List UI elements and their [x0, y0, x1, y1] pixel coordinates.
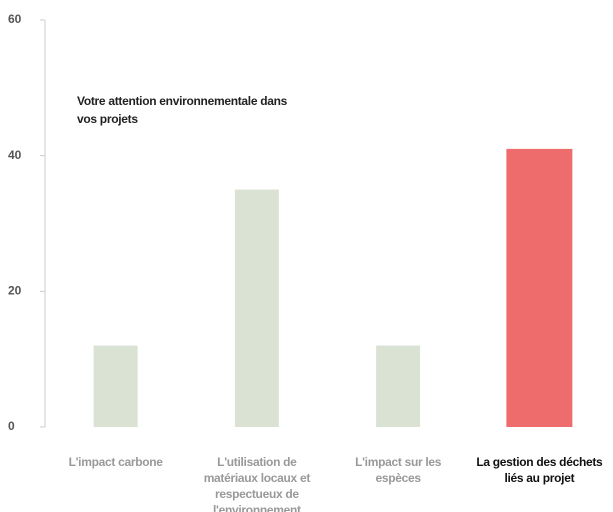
- bar: [506, 148, 573, 427]
- bar: [234, 189, 279, 427]
- bar: [93, 345, 138, 427]
- chart-title: Votre attention environnementale dans vo…: [77, 94, 288, 126]
- x-tick-label: L'utilisation de matériaux locaux et res…: [203, 455, 311, 512]
- x-tick-label: La gestion des déchets liés au projet: [476, 455, 603, 485]
- y-tick-label: 60: [8, 12, 22, 26]
- x-tick-label: L'impact carbone: [68, 455, 163, 469]
- y-tick-label: 20: [8, 284, 22, 298]
- y-tick-label: 0: [8, 419, 15, 433]
- y-tick-label: 40: [8, 148, 22, 162]
- x-tick-label: L'impact sur les espèces: [355, 455, 442, 485]
- bar: [376, 345, 421, 427]
